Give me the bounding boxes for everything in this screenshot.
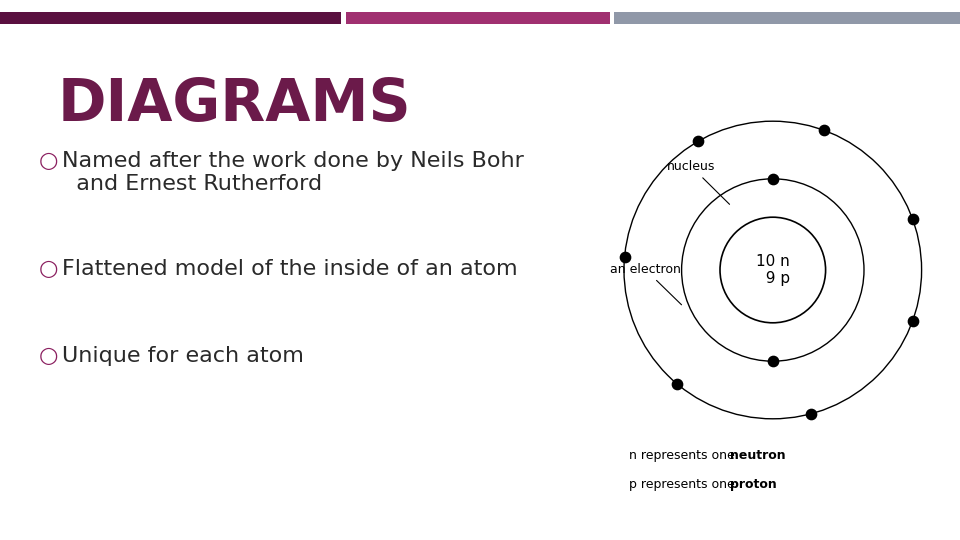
Text: neutron: neutron	[730, 449, 785, 462]
Point	[905, 215, 921, 224]
Text: Flattened model of the inside of an atom: Flattened model of the inside of an atom	[62, 259, 518, 279]
Bar	[614, 12, 960, 24]
Point	[765, 174, 780, 183]
Text: n represents one: n represents one	[629, 449, 738, 462]
Text: 10 n
  9 p: 10 n 9 p	[756, 254, 790, 286]
Text: p represents one: p represents one	[629, 478, 738, 491]
Text: proton: proton	[730, 478, 777, 491]
Bar	[346, 12, 610, 24]
Text: ○: ○	[38, 346, 58, 366]
Point	[804, 409, 819, 418]
Point	[669, 380, 684, 388]
Ellipse shape	[720, 217, 826, 323]
Point	[617, 253, 633, 261]
Text: an electron: an electron	[610, 262, 682, 305]
Text: DIAGRAMS: DIAGRAMS	[58, 76, 411, 133]
Point	[765, 357, 780, 366]
Text: nucleus: nucleus	[667, 160, 730, 204]
Text: Unique for each atom: Unique for each atom	[62, 346, 304, 366]
Text: ○: ○	[38, 259, 58, 279]
Bar	[0, 12, 341, 24]
Text: ○: ○	[38, 151, 58, 171]
Point	[816, 126, 831, 134]
Text: Named after the work done by Neils Bohr
  and Ernest Rutherford: Named after the work done by Neils Bohr …	[62, 151, 524, 194]
Point	[691, 137, 707, 145]
Point	[905, 316, 921, 325]
